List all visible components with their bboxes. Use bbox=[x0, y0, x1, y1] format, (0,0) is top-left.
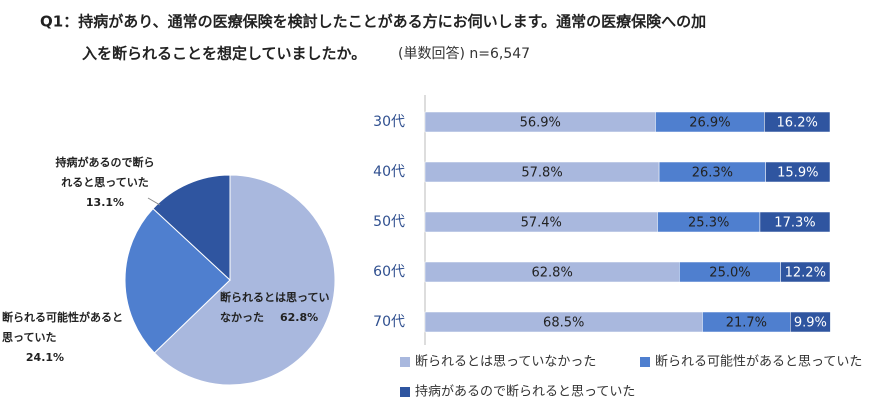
value-label: 16.2% bbox=[777, 116, 818, 131]
pie-value-label: 13.1% bbox=[86, 196, 124, 209]
value-label: 26.3% bbox=[692, 166, 733, 181]
value-label: 57.8% bbox=[521, 166, 562, 181]
title-line: 入を断られることを想定していましたか。 bbox=[82, 45, 366, 63]
pie-label: 断られる可能性があると bbox=[2, 310, 123, 324]
value-label: 25.3% bbox=[688, 216, 729, 231]
pie-slice bbox=[124, 207, 231, 354]
bar-segment bbox=[759, 211, 831, 233]
legend-swatch bbox=[400, 387, 410, 397]
pie-value-label: 24.1% bbox=[26, 351, 64, 364]
subtitle: (単数回答) n=6,547 bbox=[398, 45, 530, 62]
category-label: 30代 bbox=[373, 114, 405, 130]
legend-swatch bbox=[400, 357, 410, 367]
pie-slice bbox=[153, 174, 336, 386]
bar-segment bbox=[790, 311, 831, 333]
pie-slice bbox=[152, 174, 231, 282]
pie-label: れると思っていた bbox=[61, 176, 148, 189]
pie-label: 断られるとは思ってい bbox=[220, 290, 329, 304]
pie-label: なかった bbox=[220, 311, 264, 324]
value-label: 15.9% bbox=[777, 166, 818, 181]
value-label: 21.7% bbox=[726, 316, 767, 331]
value-label: 68.5% bbox=[543, 316, 584, 331]
pie-label: 思っていた bbox=[2, 331, 56, 344]
value-label: 26.9% bbox=[689, 116, 730, 131]
category-label: 40代 bbox=[373, 164, 405, 180]
category-label: 60代 bbox=[373, 264, 405, 280]
category-label: 70代 bbox=[373, 314, 405, 330]
bar-segment bbox=[780, 261, 831, 283]
legend-label: 断られる可能性があると思っていた bbox=[655, 355, 862, 370]
bar-segment bbox=[765, 161, 831, 183]
legend-swatch bbox=[640, 357, 650, 367]
pie-label: 持病があるので断ら bbox=[56, 155, 155, 169]
value-label: 17.3% bbox=[774, 216, 815, 231]
value-label: 57.4% bbox=[521, 216, 562, 231]
value-label: 25.0% bbox=[709, 266, 750, 281]
value-label: 9.9% bbox=[794, 316, 827, 331]
leader-line bbox=[147, 197, 161, 206]
title-line: Q1：持病があり、通常の医療保険を検討したことがある方にお伺いします。通常の医療… bbox=[40, 13, 706, 31]
pie-value-label: 62.8% bbox=[280, 311, 318, 324]
category-label: 50代 bbox=[373, 214, 405, 230]
value-label: 62.8% bbox=[532, 266, 573, 281]
legend-label: 持病があるので断られると思っていた bbox=[415, 385, 635, 400]
value-label: 56.9% bbox=[520, 116, 561, 131]
bar-segment bbox=[764, 111, 831, 133]
legend-label: 断られるとは思っていなかった bbox=[415, 355, 596, 370]
value-label: 12.2% bbox=[785, 266, 826, 281]
